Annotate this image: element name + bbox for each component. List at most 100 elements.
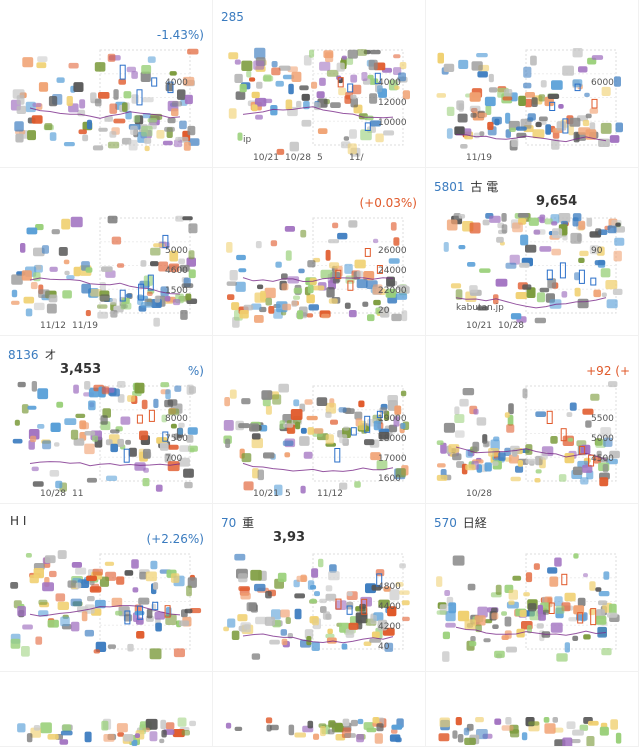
mosaic-block — [90, 92, 97, 102]
mosaic-block — [182, 216, 193, 221]
stock-tile-2[interactable]: 4000 12000 10000 10/21 10/28 5 11/ip 285 — [213, 0, 426, 168]
mosaic-block — [583, 634, 591, 640]
mosaic-block — [502, 96, 513, 101]
stock-tile-15[interactable] — [426, 672, 639, 747]
mosaic-block — [175, 215, 184, 222]
mini-chart: 90 10/21 10/28 kabutan.jp — [443, 213, 625, 331]
stock-tile-10[interactable]: H I (+2.26%) — [0, 504, 213, 672]
mosaic-block — [301, 93, 310, 101]
mosaic-block — [328, 239, 340, 244]
mosaic-block — [579, 724, 589, 731]
mosaic-block — [482, 434, 488, 444]
mosaic-block — [300, 427, 307, 434]
stock-tile-4[interactable]: 5000 4600 1500 11/12 11/19 — [0, 168, 213, 336]
y-tick-label: 24000 — [378, 266, 407, 276]
mosaic-block — [448, 602, 457, 614]
mosaic-block — [455, 717, 462, 726]
mosaic-block — [100, 576, 109, 587]
mosaic-block — [326, 287, 335, 298]
mosaic-block — [515, 292, 528, 300]
mosaic-block — [458, 214, 466, 219]
stock-tile-3[interactable]: 6000 11/19 — [426, 0, 639, 168]
stock-tile-12[interactable]: 570 日経 — [426, 504, 639, 672]
mosaic-block — [530, 55, 537, 66]
stock-tile-11[interactable]: 4800 4400 4200 40 70 重 3,93 — [213, 504, 426, 672]
mosaic-block — [327, 628, 333, 635]
mosaic-block — [231, 302, 240, 311]
mosaic-block — [185, 293, 192, 301]
candlestick — [335, 598, 342, 610]
mosaic-block — [180, 310, 188, 320]
mosaic-block — [86, 477, 97, 483]
mosaic-block — [539, 246, 552, 252]
candlestick — [136, 89, 143, 106]
mosaic-block — [544, 723, 556, 734]
mosaic-block — [47, 619, 59, 628]
mosaic-block — [558, 104, 564, 109]
mosaic-block — [320, 606, 327, 613]
stock-tile-14[interactable] — [213, 672, 426, 747]
mosaic-block — [168, 263, 180, 273]
mosaic-block — [321, 313, 330, 319]
mosaic-block — [369, 93, 378, 104]
mosaic-block — [311, 641, 320, 651]
mosaic-block — [600, 122, 612, 134]
mosaic-block — [254, 47, 266, 59]
mosaic-block — [32, 102, 42, 107]
stock-change: (+0.03%) — [359, 196, 417, 210]
mosaic-block — [395, 737, 402, 743]
mosaic-block — [55, 480, 63, 489]
mosaic-block — [552, 228, 563, 239]
mosaic-block — [505, 262, 517, 269]
mosaic-block — [100, 282, 106, 292]
mosaic-block — [153, 398, 159, 408]
mosaic-block — [177, 89, 186, 100]
mosaic-block — [319, 598, 327, 604]
mosaic-block — [160, 719, 167, 730]
stock-code: 8136 — [8, 348, 39, 362]
mosaic-block — [362, 301, 369, 307]
mosaic-block — [173, 648, 185, 658]
stock-tile-7[interactable]: 8000 7500 700 10/28 11 8136 オ 3,453 %) — [0, 336, 213, 504]
mosaic-block — [48, 96, 58, 107]
y-tick-label: 18000 — [378, 434, 407, 444]
mosaic-block — [568, 124, 574, 136]
mosaic-block — [113, 89, 119, 100]
candlestick — [350, 427, 357, 436]
stock-tile-1[interactable]: 4000 -1.43%) — [0, 0, 213, 168]
candlestick — [347, 83, 354, 93]
mosaic-block — [56, 401, 64, 408]
mosaic-block — [164, 295, 171, 302]
mosaic-block — [31, 381, 37, 392]
mosaic-block — [179, 264, 190, 272]
mosaic-block — [234, 726, 243, 731]
mosaic-block — [131, 94, 139, 104]
mosaic-block — [263, 74, 272, 82]
mosaic-block — [154, 295, 161, 303]
mosaic-block — [364, 115, 374, 121]
mosaic-block — [578, 220, 586, 230]
mosaic-block — [184, 608, 193, 614]
mosaic-block — [282, 74, 295, 80]
stock-tile-5[interactable]: 26000 24000 22000 20 (+0.03%) — [213, 168, 426, 336]
mosaic-block — [613, 226, 625, 233]
mosaic-block — [457, 610, 470, 622]
mosaic-block — [601, 86, 611, 96]
mosaic-block — [241, 453, 252, 463]
mosaic-block — [341, 643, 348, 650]
mosaic-block — [393, 54, 401, 59]
mosaic-block — [402, 616, 410, 622]
stock-tile-8[interactable]: 19000 18000 17000 1600 10/21 5 11/12 — [213, 336, 426, 504]
mosaic-block — [138, 597, 150, 605]
mosaic-block — [453, 213, 461, 220]
mosaic-block — [38, 599, 48, 605]
stock-tile-13[interactable] — [0, 672, 213, 747]
mosaic-block — [598, 138, 610, 147]
mosaic-block — [160, 286, 169, 297]
mosaic-block — [104, 561, 115, 566]
mosaic-block — [498, 452, 506, 461]
stock-tile-6[interactable]: 90 10/21 10/28 kabutan.jp 5801 古 電 9,654 — [426, 168, 639, 336]
mosaic-block — [356, 734, 364, 743]
stock-tile-9[interactable]: 5500 5000 4500 10/28 +92 (+ — [426, 336, 639, 504]
mosaic-block — [179, 445, 191, 452]
